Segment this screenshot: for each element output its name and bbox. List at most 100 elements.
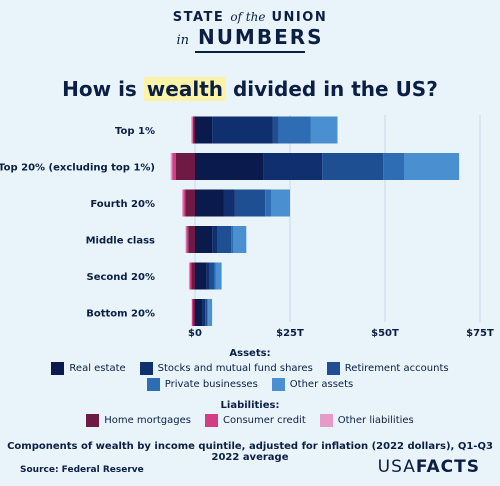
legend-swatch <box>146 378 160 391</box>
liability-bar-segment <box>183 189 186 217</box>
liability-bar-segment <box>193 299 195 326</box>
asset-bar-segment <box>214 262 216 290</box>
brand-word-in: in <box>176 33 189 48</box>
logo-usa: USA <box>377 457 416 477</box>
legend-swatch <box>86 414 100 427</box>
asset-bar-segment <box>195 299 203 326</box>
liability-bar-segment <box>191 262 195 290</box>
asset-bar-segment <box>271 189 290 217</box>
asset-bar-segment <box>215 262 222 290</box>
title-post: divided in the US? <box>226 77 438 101</box>
asset-bar-segment <box>231 226 233 253</box>
source-note: Source: Federal Reserve <box>20 465 144 475</box>
x-tick-label: $75T <box>466 328 494 339</box>
usafacts-logo: USAFACTS <box>378 457 480 477</box>
legend-label: Real estate <box>69 363 126 374</box>
asset-bar-segment <box>209 262 214 290</box>
asset-bar-segment <box>278 116 311 144</box>
state-of-the-union-logo: STATE of the UNION in NUMBERS <box>0 10 500 53</box>
asset-bar-segment <box>202 299 206 326</box>
logo-facts: FACTS <box>415 457 480 477</box>
brand-word-numbers: NUMBERS <box>197 25 324 49</box>
asset-bar-segment <box>207 299 209 326</box>
liability-bar-segment <box>191 299 194 326</box>
asset-bar-segment <box>272 116 279 144</box>
legend-item: Home mortgages <box>86 414 191 427</box>
chart-title: How is wealth divided in the US? <box>0 77 500 101</box>
liability-bar-segment <box>182 189 184 217</box>
liabilities-legend: Liabilities: Home mortgages Consumer cred… <box>0 400 500 427</box>
liability-bar-segment <box>176 153 195 180</box>
asset-bar-segment <box>195 226 213 253</box>
asset-bar-segment <box>195 189 224 217</box>
legend-swatch <box>205 414 218 427</box>
asset-bar-segment <box>265 189 271 217</box>
asset-bar-segment <box>208 299 213 326</box>
legend-label: Other liabilities <box>337 415 414 426</box>
liability-bar-segment <box>192 116 194 144</box>
legend-item: Real estate <box>51 362 126 375</box>
category-label: Middle class <box>86 236 155 247</box>
category-label: Second 20% <box>87 272 155 283</box>
brand-word-state: STATE <box>172 10 225 25</box>
category-label: Bottom 20% <box>86 309 155 320</box>
legend-label: Other assets <box>289 379 354 390</box>
asset-bar-segment <box>404 153 460 180</box>
category-label: Fourth 20% <box>90 199 155 210</box>
legend-item: Other liabilities <box>319 414 414 427</box>
liability-bar-segment <box>170 153 173 180</box>
asset-bar-segment <box>206 262 210 290</box>
legend-item: Retirement accounts <box>326 362 449 375</box>
liability-bar-segment <box>188 262 190 290</box>
asset-bar-segment <box>223 189 235 217</box>
assets-legend-heading: Assets: <box>229 348 271 359</box>
asset-bar-segment <box>383 153 404 180</box>
legend-swatch <box>319 414 333 427</box>
asset-bar-segment <box>263 153 323 180</box>
title-pre: How is <box>62 77 144 101</box>
category-label: Top 1% <box>115 126 155 137</box>
liabilities-legend-row: Home mortgages Consumer credit Other liabi… <box>0 414 500 427</box>
legend-label: Retirement accounts <box>344 363 449 374</box>
legend-item: Stocks and mutual fund shares <box>139 362 313 375</box>
asset-bar-segment <box>195 262 207 290</box>
liability-bar-segment <box>188 226 195 253</box>
asset-bar-segment <box>212 226 218 253</box>
assets-legend-row: Real estate Stocks and mutual fund shares… <box>0 362 500 375</box>
legend-item: Other assets <box>271 378 354 391</box>
asset-bar-segment <box>233 226 247 253</box>
assets-legend-row: Private businesses Other assets <box>0 378 500 391</box>
assets-legend: Assets: Real estate Stocks and mutual fun… <box>0 348 500 391</box>
asset-bar-segment <box>217 226 232 253</box>
legend-label: Consumer credit <box>223 415 306 426</box>
liability-bar-segment <box>191 116 193 144</box>
liability-bar-segment <box>185 226 187 253</box>
legend-item: Consumer credit <box>205 414 306 427</box>
legend-swatch <box>51 362 65 375</box>
asset-bar-segment <box>310 116 338 144</box>
legend-label: Stocks and mutual fund shares <box>157 363 313 374</box>
legend-swatch <box>271 378 285 391</box>
legend-swatch <box>326 362 340 375</box>
chart-caption: Components of wealth by income quintile,… <box>7 441 493 463</box>
liability-bar-segment <box>186 226 189 253</box>
brand-word-union: UNION <box>271 10 328 25</box>
category-label: Top 20% (excluding top 1%) <box>0 163 155 174</box>
liability-bar-segment <box>172 153 176 180</box>
legend-swatch <box>139 362 153 375</box>
x-tick-label: $0 <box>188 328 202 339</box>
legend-label: Home mortgages <box>104 415 191 426</box>
asset-bar-segment <box>195 153 264 180</box>
liability-bar-segment <box>189 262 192 290</box>
asset-bar-segment <box>195 116 213 144</box>
liability-bar-segment <box>185 189 195 217</box>
asset-bar-segment <box>234 189 266 217</box>
legend-label: Private businesses <box>164 379 258 390</box>
brand-underline <box>195 51 305 53</box>
asset-bar-segment <box>322 153 384 180</box>
title-highlight: wealth <box>143 77 226 101</box>
liabilities-legend-heading: Liabilities: <box>220 400 280 411</box>
liability-bar-segment <box>193 116 195 144</box>
